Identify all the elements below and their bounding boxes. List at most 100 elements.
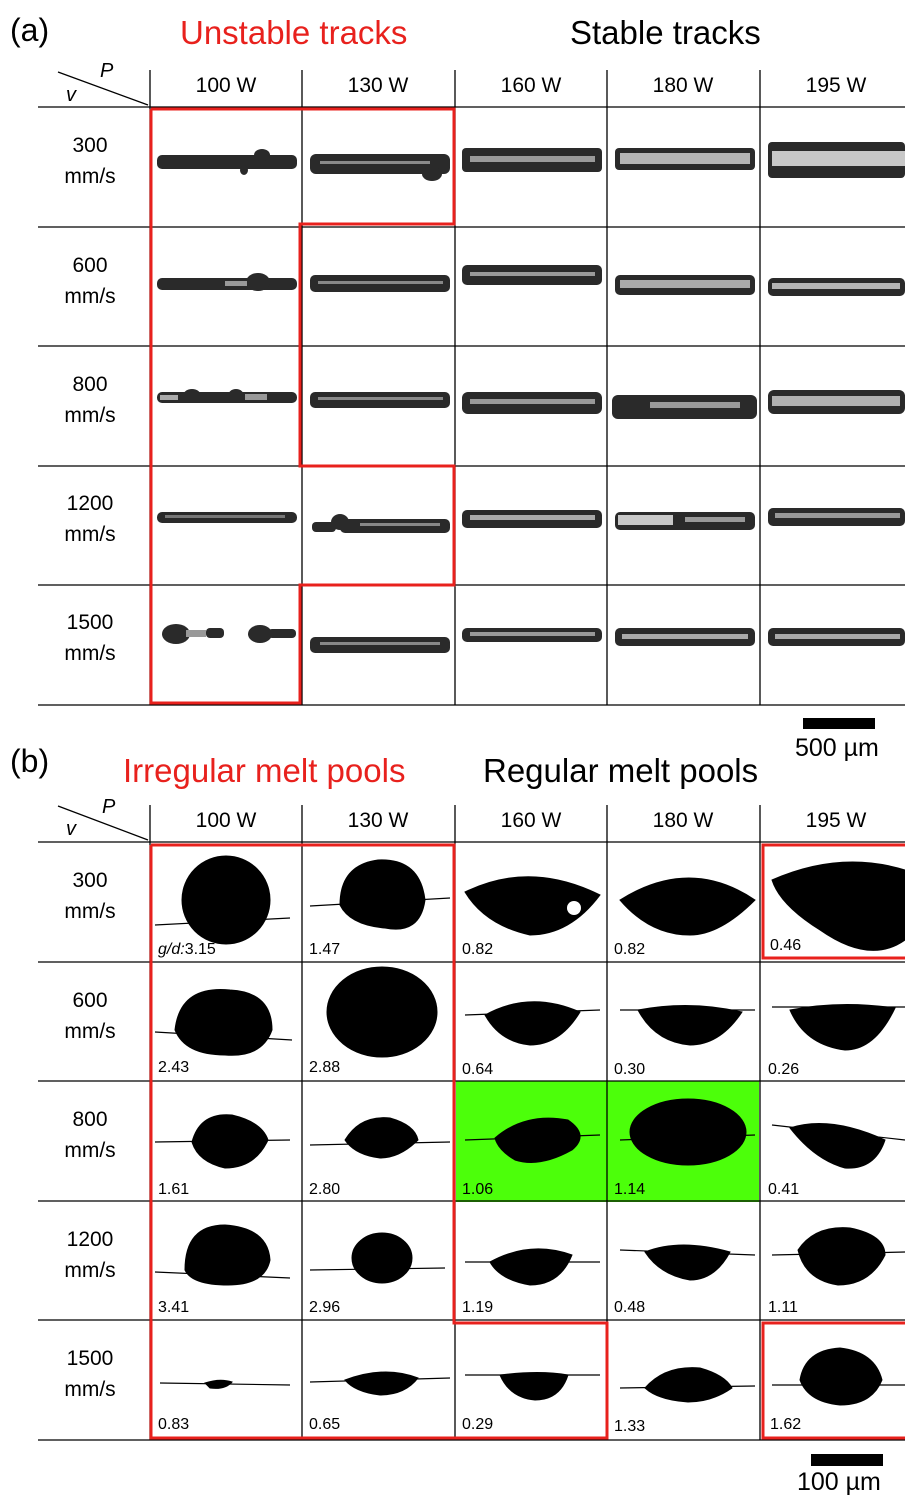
speed-label-300-b: 300 mm/s [64,869,116,923]
melt-pool-1200-160 [465,1248,600,1286]
power-header-160: 160 W [500,74,562,97]
gd-value-800-130: 2.80 [309,1181,341,1198]
gd-value-600-160: 0.64 [462,1061,494,1078]
track-800-195 [768,390,905,414]
gd-value-600-180: 0.30 [614,1061,646,1078]
melt-pool-600-195 [772,1003,905,1051]
melt-pool-800-180 [619,1098,756,1166]
speed-label-1500-b: 1500 mm/s [64,1347,116,1401]
gd-value-1500-195: 1.62 [770,1416,802,1433]
track-1200-130 [312,514,450,533]
track-300-180 [615,148,755,170]
melt-pool-800-160 [464,1117,601,1163]
gd-value-1200-160: 1.19 [462,1299,494,1316]
power-header-130-b: 130 W [347,809,409,832]
melt-pool-600-100 [154,989,293,1056]
unstable-tracks-heading: Unstable tracks [180,14,408,51]
track-600-180 [615,275,755,295]
speed-label-600: 600 mm/s [64,254,116,308]
speed-label-600-b: 600 mm/s [64,989,116,1043]
melt-pool-800-130 [309,1117,451,1159]
power-header-130: 130 W [347,74,409,97]
track-300-160 [462,148,602,172]
gd-value-800-180: 1.14 [614,1181,646,1198]
melt-pool-600-130 [326,966,438,1058]
power-header-100-b: 100 W [195,809,257,832]
track-1200-180 [615,512,755,530]
track-300-100 [157,149,297,175]
melt-pool-1500-160 [465,1372,600,1401]
speed-label-800-b: 800 mm/s [64,1108,116,1162]
track-1200-100 [157,512,297,523]
track-1500-100 [162,624,296,644]
gd-value-300-160: 0.82 [462,941,494,958]
gd-value-800-195: 0.41 [768,1181,800,1198]
gd-value-1200-195: 1.11 [768,1299,798,1316]
track-1500-160 [462,628,602,642]
melt-pool-300-100 [154,855,291,945]
panel-a-scale-label: 500 µm [795,734,879,762]
track-1500-130 [310,637,450,653]
gd-value-300-195: 0.46 [770,937,802,954]
regular-melt-pools-heading: Regular melt pools [483,752,759,789]
track-300-195 [768,142,905,178]
track-600-130 [310,275,450,292]
melt-pool-800-100 [154,1114,291,1169]
axis-v-label-b: v [66,818,76,840]
melt-pool-300-160 [464,876,601,936]
gd-value-1500-100: 0.83 [158,1416,190,1433]
track-800-160 [462,392,602,414]
panel-a-tracks [157,142,905,653]
track-300-130 [310,154,450,181]
gd-value-800-100: 1.61 [158,1181,190,1198]
power-header-160-b: 160 W [500,809,562,832]
panel-b-irregular-outlines [149,843,905,1440]
melt-pool-1200-100 [154,1224,291,1286]
gd-value-600-130: 2.88 [309,1059,341,1076]
melt-pool-600-180 [620,1004,755,1046]
gd-value-600-100: 2.43 [158,1059,190,1076]
track-600-100 [157,273,297,291]
power-header-100: 100 W [195,74,257,97]
melt-pool-1500-195 [772,1347,905,1406]
track-800-100 [157,389,297,403]
track-600-195 [768,278,905,296]
track-1500-180 [615,628,755,646]
melt-pool-1500-180 [619,1367,756,1403]
track-1200-160 [462,510,602,528]
irregular-melt-pools-heading: Irregular melt pools [123,752,406,789]
gd-value-1500-180: 1.33 [614,1418,646,1435]
track-1500-195 [768,628,905,646]
melt-pool-800-195 [771,1123,905,1169]
gd-value-1200-180: 0.48 [614,1299,646,1316]
power-header-180-b: 180 W [652,809,714,832]
panel-a-label: (a) [10,12,50,48]
gd-value-1500-130: 0.65 [309,1416,341,1433]
melt-pool-300-180 [619,877,756,936]
gd-value-300-180: 0.82 [614,941,646,958]
track-600-160 [462,265,602,285]
melt-pool-300-195 [771,861,905,951]
gd-value-300-130: 1.47 [309,941,341,958]
speed-label-800: 800 mm/s [64,373,116,427]
melt-pool-1500-100 [159,1379,291,1389]
track-800-130 [310,392,450,408]
panel-a-grid [38,70,905,706]
speed-label-1500: 1500 mm/s [64,611,116,665]
panel-b-scale-bar [811,1454,883,1466]
track-1200-195 [768,508,905,526]
track-800-180 [612,395,757,419]
speed-label-300: 300 mm/s [64,134,116,188]
axis-p-label: P [100,60,114,82]
panel-a-scale-bar [803,718,875,729]
speed-label-1200-b: 1200 mm/s [64,1228,116,1282]
melt-pool-300-130 [309,859,451,930]
melt-pool-1200-195 [771,1227,905,1286]
gd-value-1200-130: 2.96 [309,1299,341,1316]
panel-b-scale-label: 100 µm [797,1468,881,1496]
power-header-180: 180 W [652,74,714,97]
gd-value-1500-160: 0.29 [462,1416,494,1433]
axis-v-label: v [66,84,76,106]
gd-value-800-160: 1.06 [462,1181,494,1198]
